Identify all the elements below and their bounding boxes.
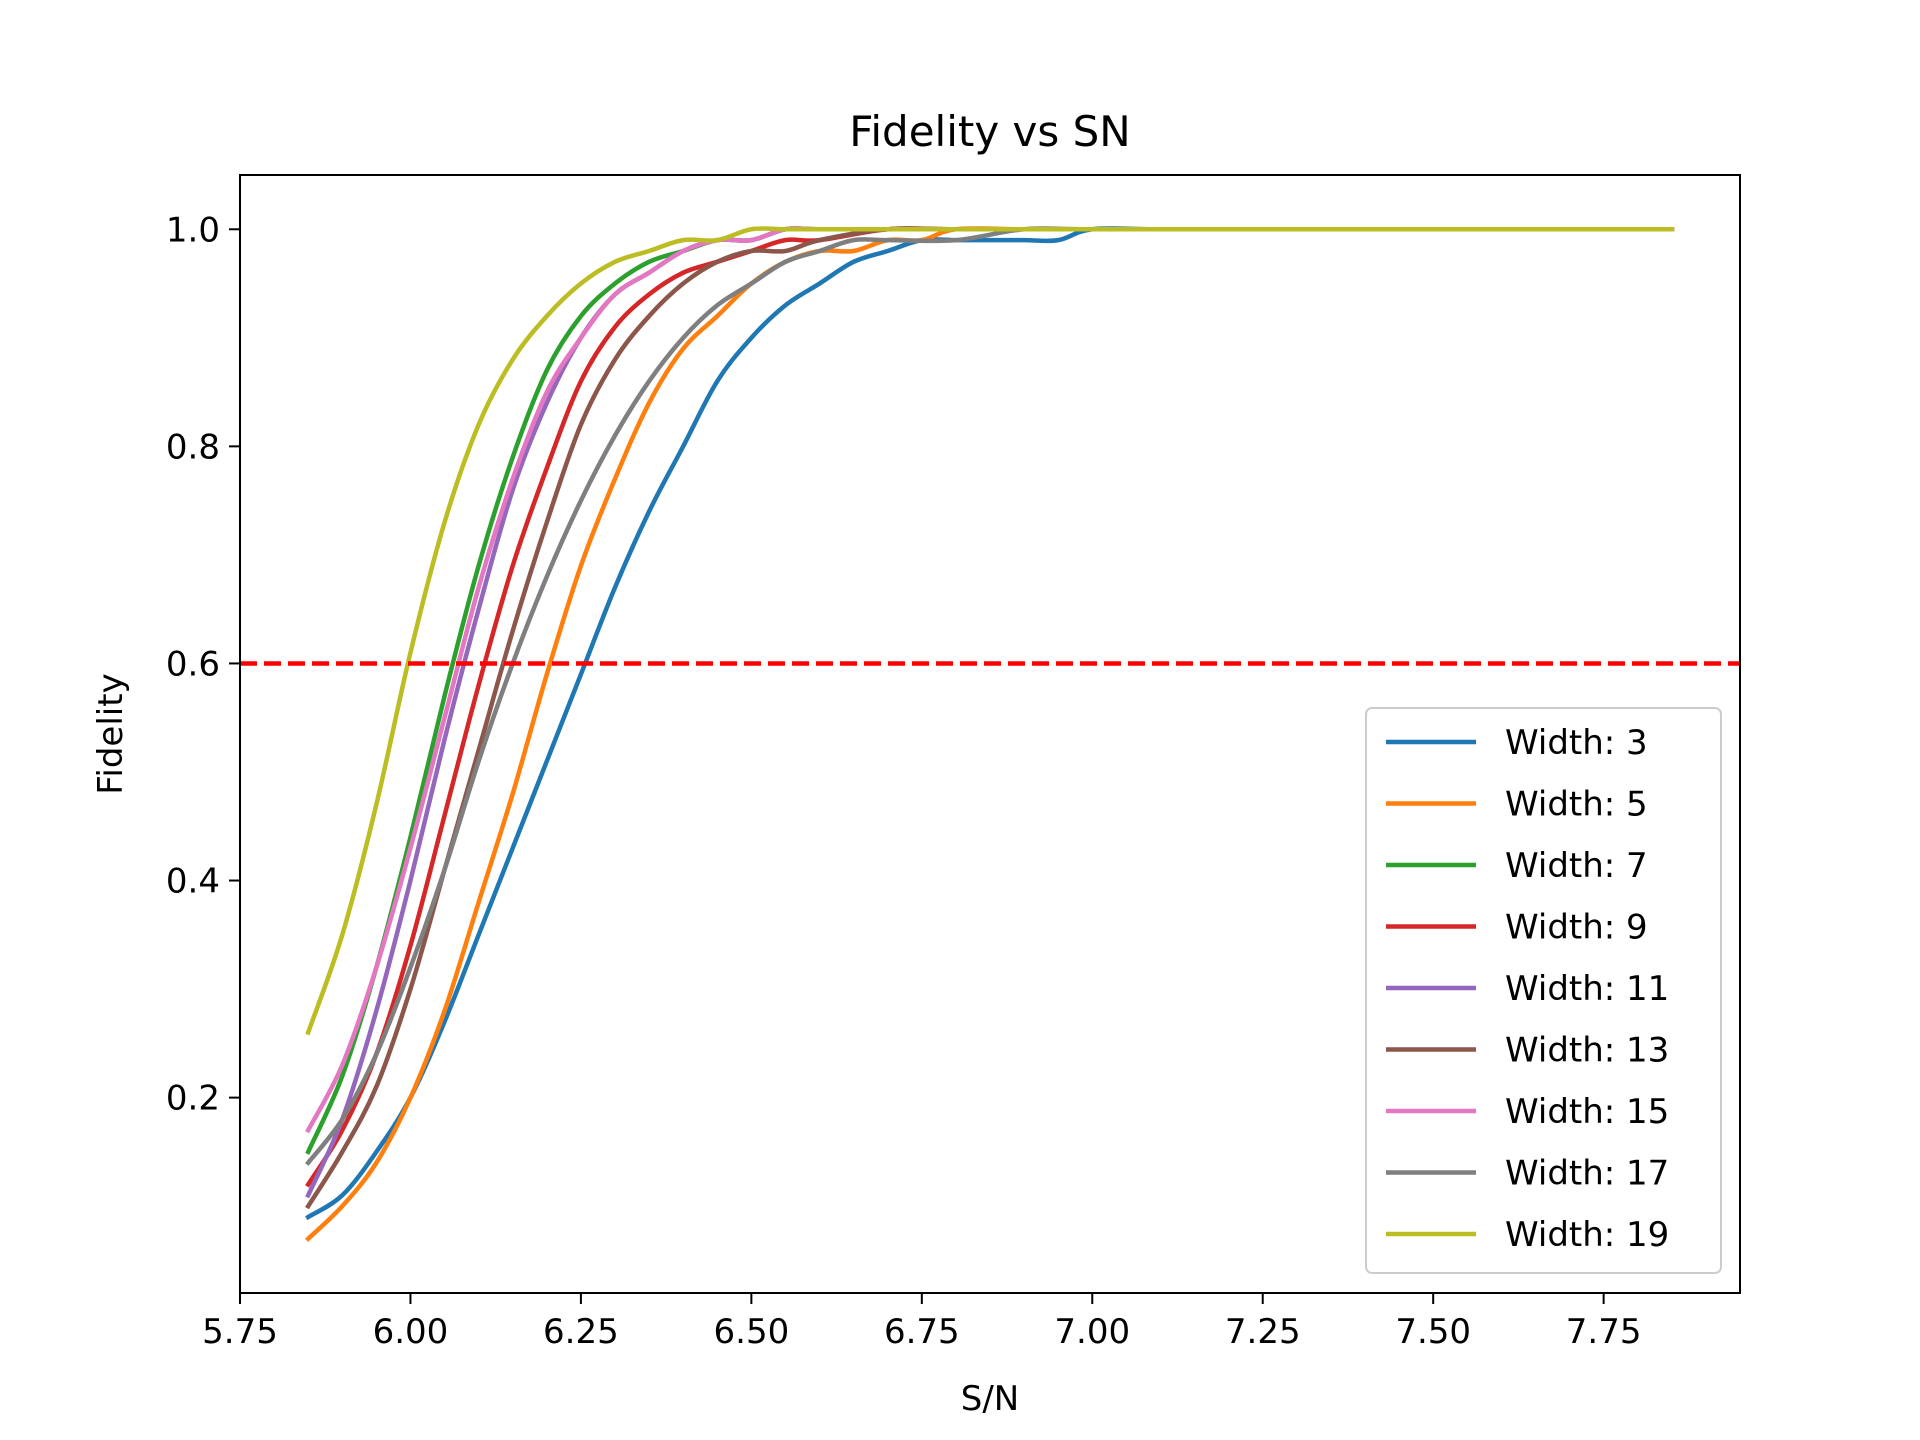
legend-label: Width: 5 [1505,785,1648,825]
legend-entry-8: Width: 17 [1386,1154,1669,1194]
legend-label: Width: 17 [1505,1154,1669,1194]
legend-entry-2: Width: 5 [1386,785,1648,825]
plot-area [239,174,1741,1294]
plot-frame [239,174,1741,1294]
legend-entry-4: Width: 9 [1386,908,1648,948]
legend-entry-6: Width: 13 [1386,1031,1669,1071]
y-tick-label: 0.2 [166,1079,220,1119]
legend-label: Width: 7 [1505,846,1648,886]
legend-label: Width: 11 [1505,969,1669,1009]
y-axis: 0.2 0.4 0.6 0.8 1.0 [166,210,240,1119]
x-tick-label: 6.50 [714,1312,790,1352]
legend-entry-5: Width: 11 [1386,969,1669,1009]
x-axis-label: S/N [961,1379,1019,1419]
x-tick-label: 7.75 [1566,1312,1642,1352]
y-tick-label: 0.6 [166,644,220,684]
y-tick-label: 0.8 [166,427,220,467]
y-axis-label: Fidelity [91,673,131,794]
series-lines [304,226,1675,1242]
legend-entry-9: Width: 19 [1386,1215,1669,1255]
x-tick-label: 7.25 [1225,1312,1301,1352]
legend-label: Width: 15 [1505,1092,1669,1132]
legend: Width: 3 Width: 5 Width: 7 Width: 9 Width: 1… [1365,707,1722,1274]
legend-entry-1: Width: 3 [1386,723,1648,763]
chart-title: Fidelity vs SN [849,107,1130,156]
legend-label: Width: 9 [1505,908,1648,948]
legend-entry-3: Width: 7 [1386,846,1648,886]
legend-entry-7: Width: 15 [1386,1092,1669,1132]
legend-label: Width: 3 [1505,723,1648,763]
x-tick-label: 6.75 [884,1312,960,1352]
x-tick-label: 7.00 [1054,1312,1130,1352]
x-tick-label: 6.00 [373,1312,449,1352]
legend-label: Width: 13 [1505,1031,1669,1071]
x-axis: 5.75 6.00 6.25 6.50 6.75 7.00 7.25 7.50 7.75 [202,1293,1641,1352]
x-tick-label: 7.50 [1395,1312,1471,1352]
y-tick-label: 1.0 [166,210,220,250]
legend-items: Width: 3 Width: 5 Width: 7 Width: 9 Width: 1… [1386,723,1669,1255]
y-tick-label: 0.4 [166,862,220,902]
x-tick-label: 5.75 [202,1312,278,1352]
legend-label: Width: 19 [1505,1215,1669,1255]
series-line-9 [305,226,1675,1036]
x-tick-label: 6.25 [543,1312,619,1352]
legend-box [1365,707,1722,1274]
